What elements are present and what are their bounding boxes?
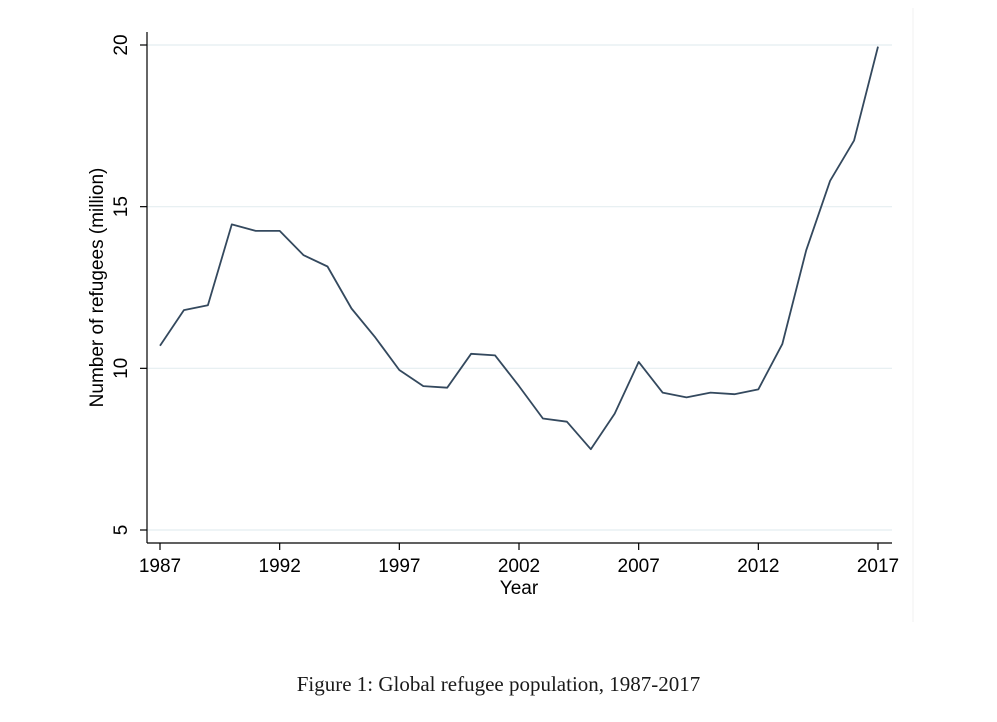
x-tick-label-2017: 2017 (857, 556, 899, 577)
axes (140, 32, 892, 550)
x-tick-label-2002: 2002 (498, 556, 540, 577)
line-chart: 5 10 15 20 1987 1992 1997 2002 2007 2012 2017 Year… (87, 8, 914, 622)
y-axis-title: Number of refugees (million) (87, 168, 108, 408)
x-tick-label-1992: 1992 (259, 556, 301, 577)
series-line-0 (159, 46, 879, 451)
x-tick-label-1987: 1987 (139, 556, 181, 577)
x-tick-label-1997: 1997 (378, 556, 420, 577)
grid-lines (147, 44, 892, 531)
y-tick-label-5: 5 (111, 525, 132, 536)
figure-caption: Figure 1: Global refugee population, 198… (296, 672, 701, 696)
y-tick-label-15: 15 (111, 196, 132, 217)
x-tick-label-2007: 2007 (618, 556, 660, 577)
y-tick-label-20: 20 (111, 34, 132, 55)
x-tick-label-2012: 2012 (737, 556, 779, 577)
series-layer (159, 46, 879, 451)
y-tick-label-10: 10 (111, 358, 132, 379)
x-axis-title: Year (500, 578, 539, 599)
tick-labels: 5 10 15 20 1987 1992 1997 2002 2007 2012 2017 (111, 34, 899, 577)
